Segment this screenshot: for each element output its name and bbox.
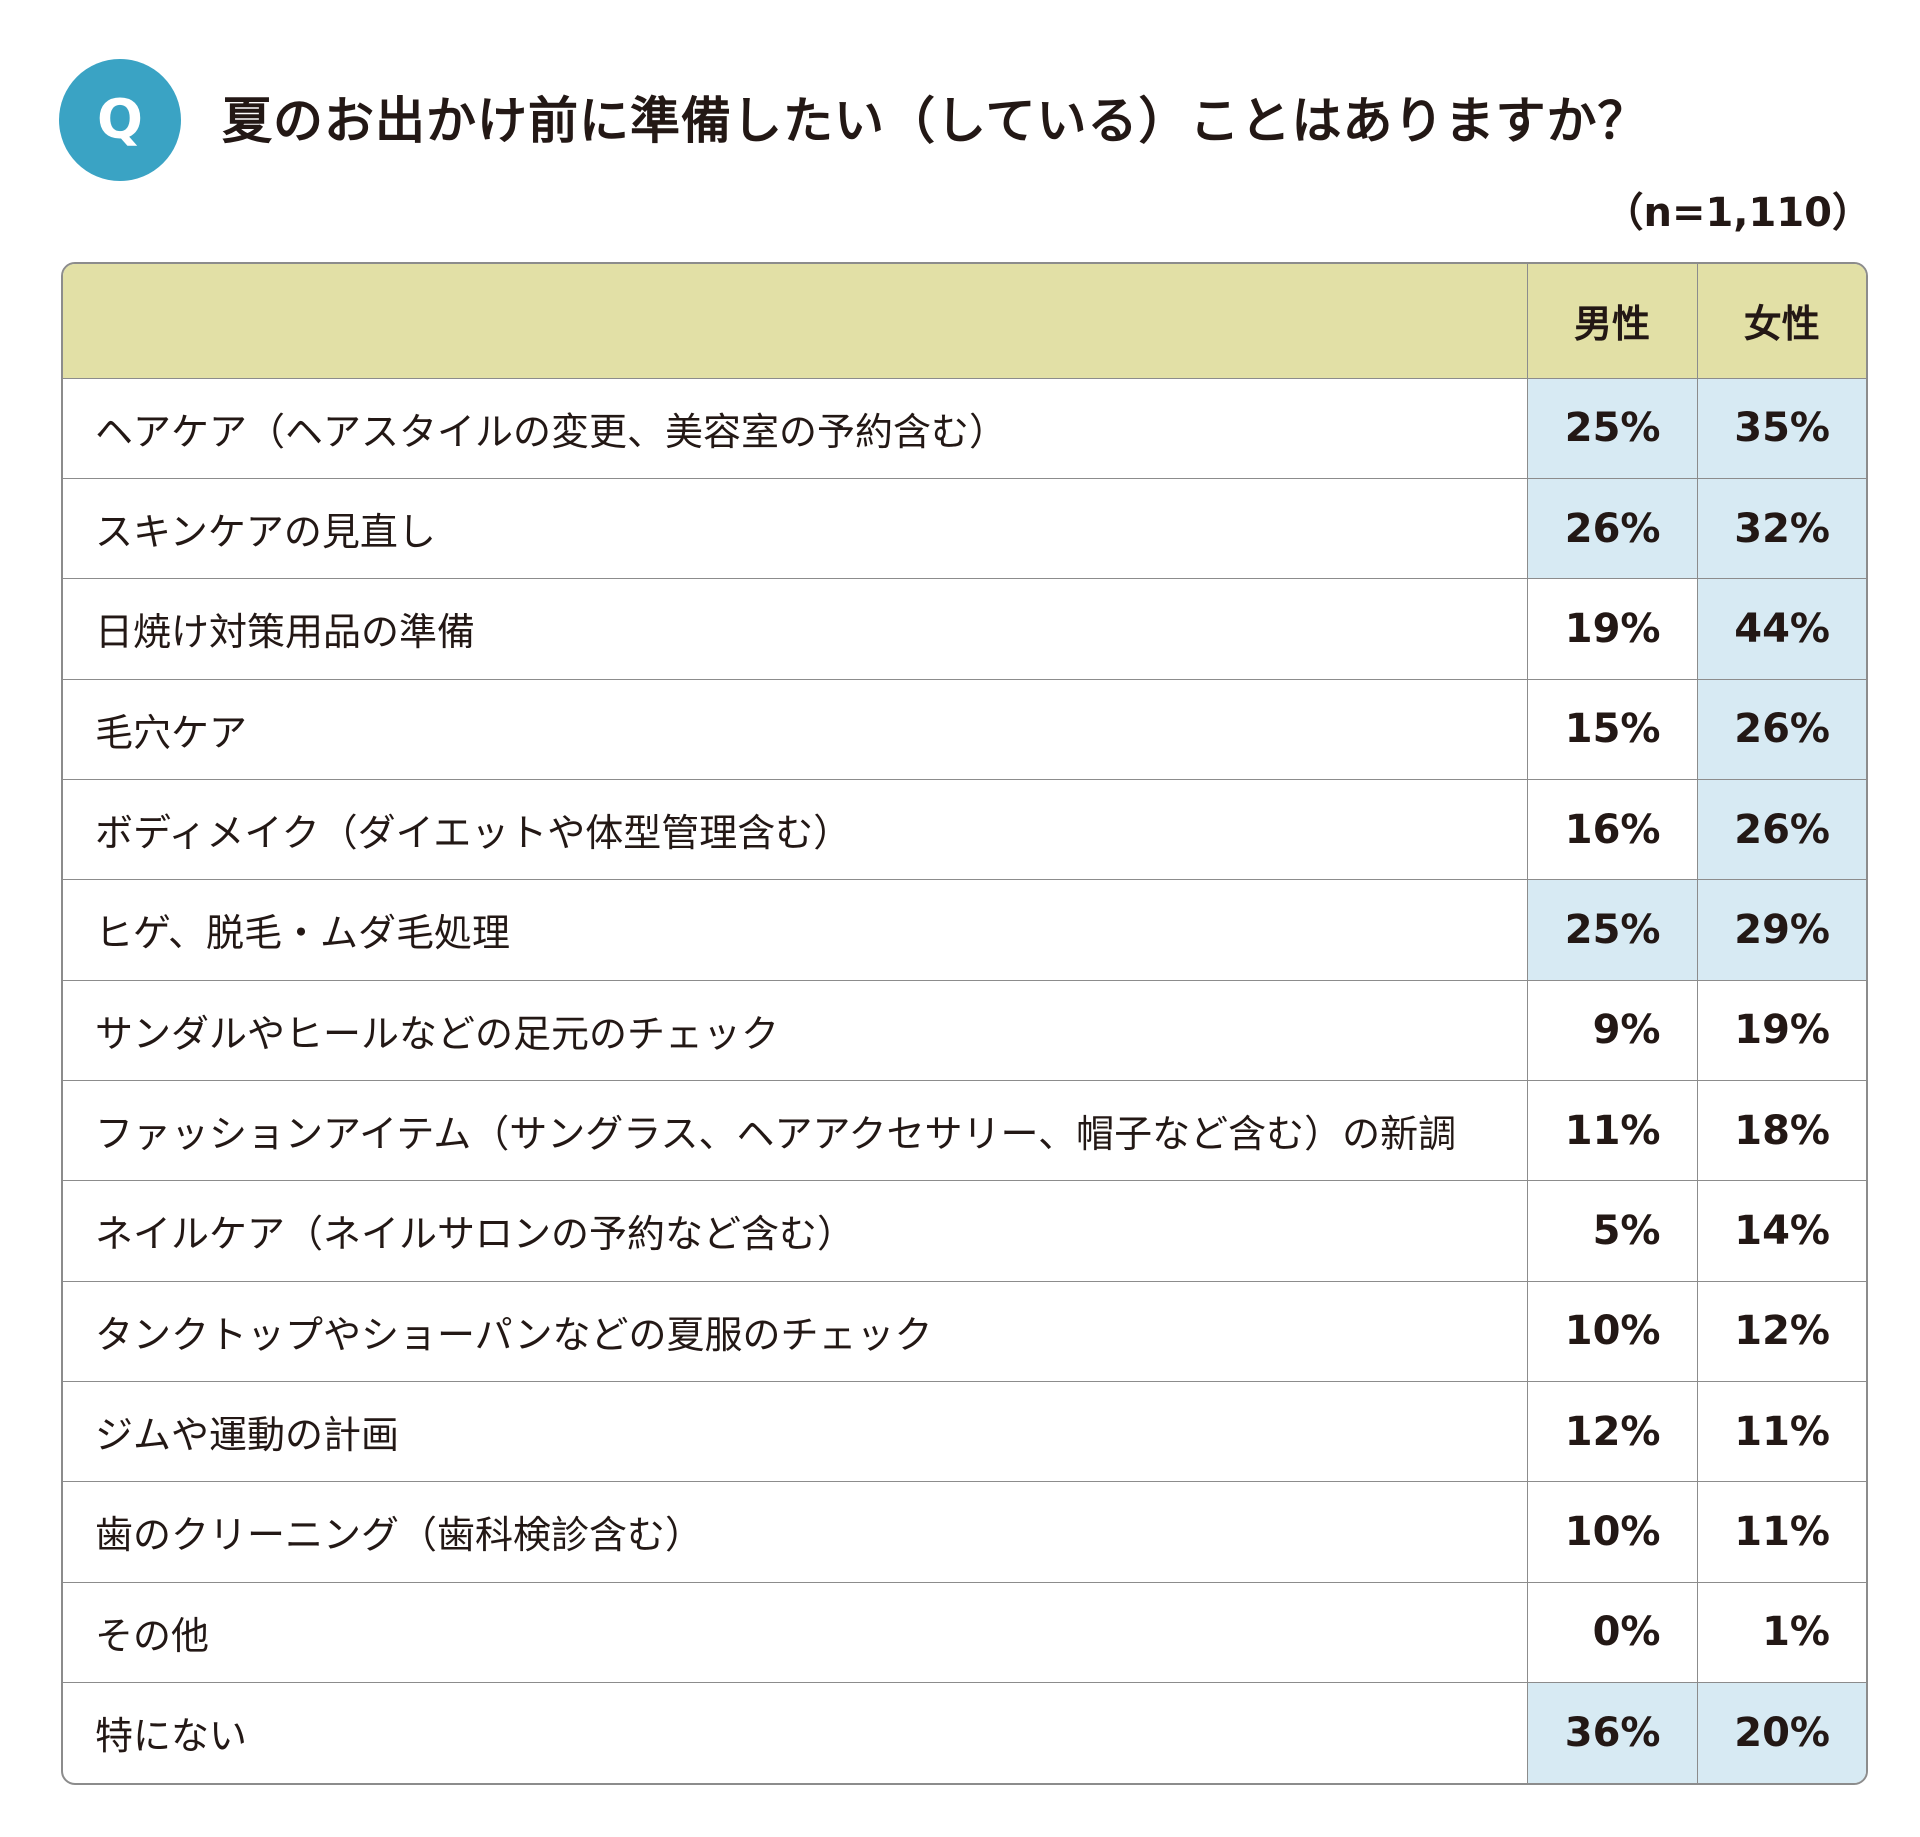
female-value: 29% — [1696, 879, 1866, 981]
table-row: ヒゲ、脱毛・ムダ毛処理 25% 29% — [63, 879, 1866, 981]
survey-table: 男性 女性 ヘアケア（ヘアスタイルの変更、美容室の予約含む） 25% 35% スキンケ… — [61, 262, 1868, 1785]
row-label: ヒゲ、脱毛・ムダ毛処理 — [63, 879, 1528, 981]
table-row: その他 0% 1% — [63, 1581, 1866, 1683]
female-value: 32% — [1696, 477, 1866, 580]
male-value: 25% — [1526, 377, 1698, 479]
row-label: ヘアケア（ヘアスタイルの変更、美容室の予約含む） — [63, 377, 1528, 479]
table-row: 特にない 36% 20% — [63, 1681, 1866, 1783]
row-label: 毛穴ケア — [63, 678, 1528, 780]
row-label: ボディメイク（ダイエットや体型管理含む） — [63, 778, 1528, 881]
row-label: その他 — [63, 1581, 1528, 1683]
table-row: ボディメイク（ダイエットや体型管理含む） 16% 26% — [63, 778, 1866, 881]
male-value: 16% — [1526, 778, 1698, 881]
table-row: タンクトップやショーパンなどの夏服のチェック 10% 12% — [63, 1280, 1866, 1382]
male-value: 36% — [1526, 1681, 1698, 1783]
male-value: 0% — [1526, 1581, 1698, 1683]
female-value: 20% — [1696, 1681, 1866, 1783]
female-value: 11% — [1696, 1380, 1866, 1483]
table-row: ヘアケア（ヘアスタイルの変更、美容室の予約含む） 25% 35% — [63, 377, 1866, 479]
female-value: 35% — [1696, 377, 1866, 479]
table-row: 歯のクリーニング（歯科検診含む） 10% 11% — [63, 1481, 1866, 1583]
table-row: ジムや運動の計画 12% 11% — [63, 1380, 1866, 1483]
row-label: ジムや運動の計画 — [63, 1380, 1528, 1483]
table-row: サンダルやヒールなどの足元のチェック 9% 19% — [63, 979, 1866, 1081]
male-value: 12% — [1526, 1380, 1698, 1483]
female-value: 12% — [1696, 1280, 1866, 1382]
header-label-cell — [63, 264, 1528, 379]
female-value: 44% — [1696, 578, 1866, 680]
row-label: ネイルケア（ネイルサロンの予約など含む） — [63, 1180, 1528, 1282]
row-label: サンダルやヒールなどの足元のチェック — [63, 979, 1528, 1081]
question-badge: Q — [59, 59, 181, 181]
male-value: 25% — [1526, 879, 1698, 981]
male-value: 19% — [1526, 578, 1698, 680]
table-row: ファッションアイテム（サングラス、ヘアアクセサリー、帽子など含む）の新調 11% 1… — [63, 1079, 1866, 1182]
female-value: 1% — [1696, 1581, 1866, 1683]
question-badge-letter: Q — [97, 88, 143, 151]
male-value: 10% — [1526, 1481, 1698, 1583]
female-value: 19% — [1696, 979, 1866, 1081]
male-value: 15% — [1526, 678, 1698, 780]
row-label: ファッションアイテム（サングラス、ヘアアクセサリー、帽子など含む）の新調 — [63, 1079, 1528, 1182]
header-female: 女性 — [1696, 264, 1866, 379]
male-value: 9% — [1526, 979, 1698, 1081]
female-value: 11% — [1696, 1481, 1866, 1583]
female-value: 18% — [1696, 1079, 1866, 1182]
male-value: 10% — [1526, 1280, 1698, 1382]
row-label: タンクトップやショーパンなどの夏服のチェック — [63, 1280, 1528, 1382]
table-row: スキンケアの見直し 26% 32% — [63, 477, 1866, 580]
male-value: 5% — [1526, 1180, 1698, 1282]
row-label: 日焼け対策用品の準備 — [63, 578, 1528, 680]
header-row: 男性 女性 — [63, 264, 1866, 379]
table-row: ネイルケア（ネイルサロンの予約など含む） 5% 14% — [63, 1180, 1866, 1282]
male-value: 11% — [1526, 1079, 1698, 1182]
row-label: 特にない — [63, 1681, 1528, 1783]
male-value: 26% — [1526, 477, 1698, 580]
female-value: 26% — [1696, 678, 1866, 780]
page-title: 夏のお出かけ前に準備したい（している）ことはありますか？ — [222, 92, 1649, 150]
sample-size: （n=1,110） — [1603, 190, 1872, 236]
female-value: 14% — [1696, 1180, 1866, 1282]
header-male: 男性 — [1526, 264, 1698, 379]
row-label: 歯のクリーニング（歯科検診含む） — [63, 1481, 1528, 1583]
table-row: 日焼け対策用品の準備 19% 44% — [63, 578, 1866, 680]
female-value: 26% — [1696, 778, 1866, 881]
table-row: 毛穴ケア 15% 26% — [63, 678, 1866, 780]
row-label: スキンケアの見直し — [63, 477, 1528, 580]
